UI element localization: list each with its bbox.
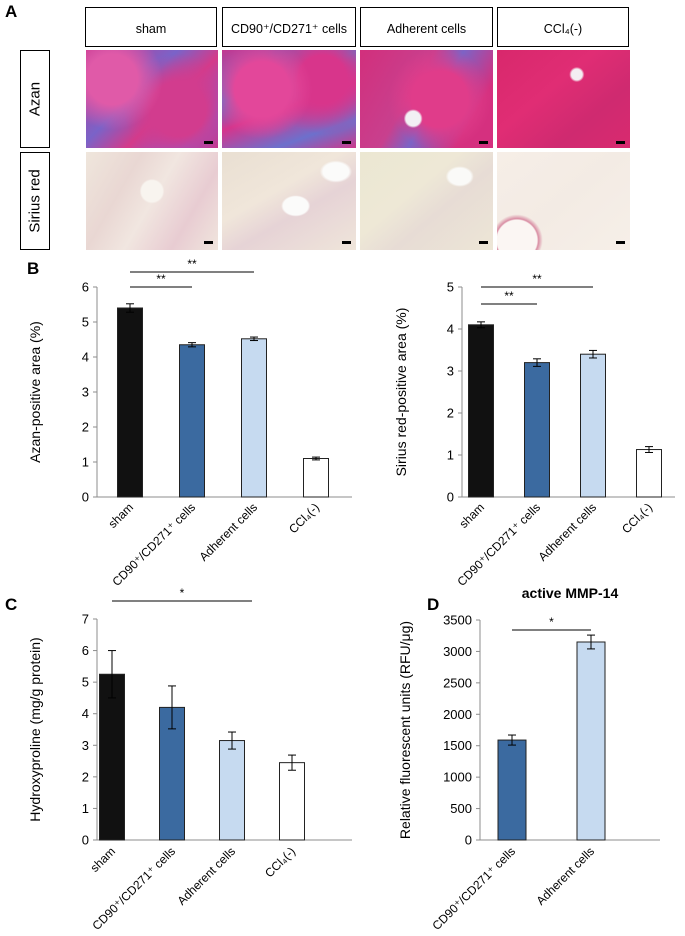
- scale-bar: [616, 241, 625, 244]
- scale-bar: [204, 141, 213, 144]
- panel-a-label: A: [5, 2, 18, 21]
- chart1-significance-label: **: [504, 289, 514, 303]
- chart2-y-tick-label: 4: [82, 706, 89, 721]
- micrograph-azan-adherent: [360, 50, 493, 148]
- chart1-y-axis-label: Sirius red-positive area (%): [393, 308, 409, 477]
- chart1-category-label: CCl₄(-): [619, 500, 655, 536]
- chart0-y-tick-label: 2: [82, 420, 89, 435]
- chart0-y-tick-label: 4: [82, 350, 89, 365]
- micrograph-azan-sham: [86, 50, 218, 148]
- chart1-y-tick-label: 5: [447, 280, 454, 295]
- scale-bar: [616, 141, 625, 144]
- chart1-bar: [580, 353, 606, 498]
- chart3-y-tick-label: 500: [450, 801, 472, 816]
- chart2-panel-letter: C: [5, 595, 17, 614]
- chart3-bar: [497, 739, 527, 841]
- chart3-y-axis-label: Relative fluorescent units (RFU/μg): [397, 621, 413, 839]
- micrograph-azan-cd90: [222, 50, 356, 148]
- chart0-significance-label: **: [156, 272, 166, 286]
- chart2-bar: [159, 706, 185, 841]
- chart1-y-tick-label: 0: [447, 490, 454, 505]
- scale-bar: [479, 241, 488, 244]
- chart1-bar: [636, 449, 662, 498]
- chart0-significance-label: **: [187, 257, 197, 271]
- chart0-category-label: Adherent cells: [196, 500, 260, 564]
- chart1-bar: [468, 324, 494, 498]
- chart2-y-axis-label: Hydroxyproline (mg/g protein): [27, 637, 43, 821]
- row-label-azan: Azan: [20, 50, 50, 148]
- chart0-bar: [241, 338, 267, 498]
- scale-bar: [342, 141, 351, 144]
- chart1-significance-label: **: [532, 272, 542, 286]
- chart0-y-tick-label: 6: [82, 280, 89, 295]
- chart0-y-tick-label: 5: [82, 315, 89, 330]
- chart1-category-label: sham: [456, 500, 487, 531]
- chart2-category-label: sham: [87, 844, 118, 875]
- scale-bar: [342, 241, 351, 244]
- chart3-category-label: Adherent cells: [533, 844, 597, 908]
- chart3-y-tick-label: 0: [465, 833, 472, 848]
- chart0-y-axis-label: Azan-positive area (%): [27, 321, 43, 463]
- chart2-category-label: CCl₄(-): [262, 844, 298, 880]
- chart0-bar: [303, 458, 329, 498]
- column-header-cd90-cd271: CD90⁺/CD271⁺ cells: [222, 7, 356, 47]
- chart1-bar: [524, 362, 550, 498]
- chart1-category-label: Adherent cells: [535, 500, 599, 564]
- micrograph-azan-ccl4: [497, 50, 630, 148]
- chart0-y-tick-label: 3: [82, 385, 89, 400]
- chart3-significance-label: *: [549, 615, 554, 629]
- chart2-bar: [279, 762, 305, 841]
- chart2-y-tick-label: 3: [82, 738, 89, 753]
- scale-bar: [204, 241, 213, 244]
- micrograph-sirius-sham: [86, 152, 218, 250]
- chart2-y-tick-label: 7: [82, 612, 89, 627]
- chart3-category-label: CD90⁺/CD271⁺ cells: [429, 844, 518, 933]
- chart0-y-tick-label: 1: [82, 455, 89, 470]
- chart3-y-tick-label: 1000: [443, 770, 472, 785]
- chart3-y-tick-label: 3000: [443, 644, 472, 659]
- chart2-y-tick-label: 0: [82, 833, 89, 848]
- chart2-y-tick-label: 5: [82, 675, 89, 690]
- chart3-title: active MMP-14: [522, 585, 619, 601]
- chart2-y-tick-label: 1: [82, 801, 89, 816]
- chart2-bar: [219, 740, 245, 841]
- chart0-y-tick-label: 0: [82, 490, 89, 505]
- column-header-adherent: Adherent cells: [360, 7, 493, 47]
- scale-bar: [479, 141, 488, 144]
- chart2-y-tick-label: 6: [82, 643, 89, 658]
- micrograph-sirius-adherent: [360, 152, 493, 250]
- chart0-bar: [179, 344, 205, 498]
- chart2-y-tick-label: 2: [82, 769, 89, 784]
- chart0-bar: [117, 307, 143, 498]
- chart1-y-tick-label: 1: [447, 448, 454, 463]
- column-header-ccl4: CCl₄(-): [497, 7, 629, 47]
- row-label-sirius: Sirius red: [20, 152, 50, 250]
- chart3-y-tick-label: 2000: [443, 707, 472, 722]
- micrograph-sirius-cd90: [222, 152, 356, 250]
- chart0-panel-letter: B: [27, 259, 39, 278]
- chart1-y-tick-label: 3: [447, 364, 454, 379]
- micrograph-sirius-ccl4: [497, 152, 630, 250]
- chart2-category-label: Adherent cells: [174, 844, 238, 908]
- chart1-y-tick-label: 4: [447, 322, 454, 337]
- chart0-category-label: sham: [105, 500, 136, 531]
- column-header-sham: sham: [85, 7, 217, 47]
- chart3-y-tick-label: 3500: [443, 613, 472, 628]
- chart3-bar: [576, 641, 606, 841]
- chart2-significance-label: *: [180, 586, 185, 600]
- chart3-y-tick-label: 2500: [443, 675, 472, 690]
- chart3-panel-letter: D: [427, 595, 439, 614]
- chart3-y-tick-label: 1500: [443, 738, 472, 753]
- chart2-bar: [99, 673, 125, 841]
- chart1-y-tick-label: 2: [447, 406, 454, 421]
- chart0-category-label: CCl₄(-): [286, 500, 322, 536]
